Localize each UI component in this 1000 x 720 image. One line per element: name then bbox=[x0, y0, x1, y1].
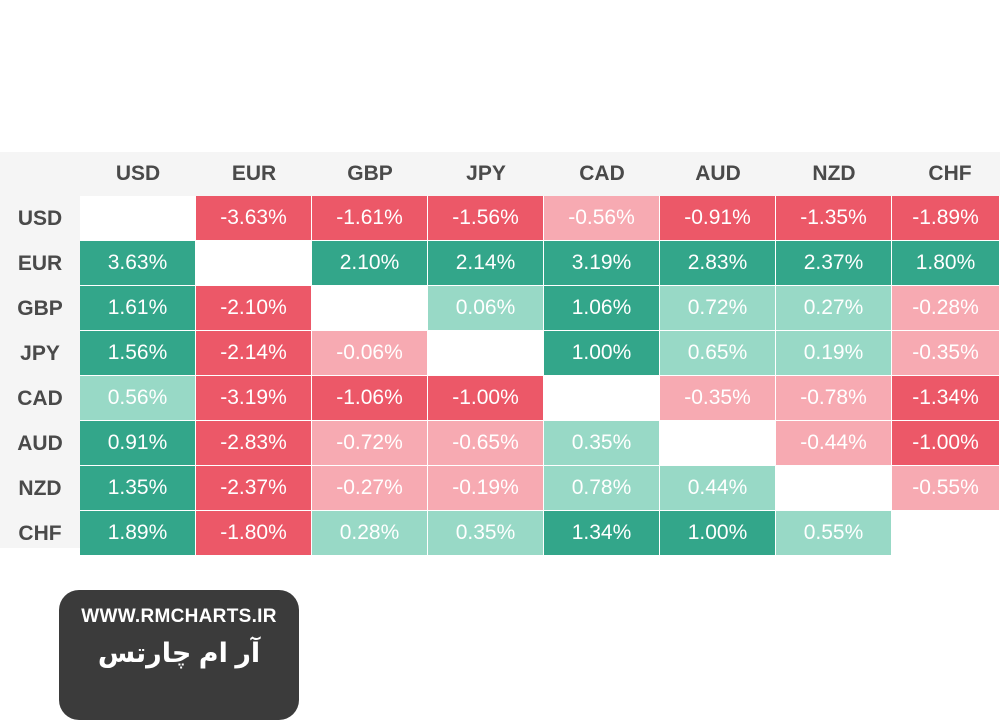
heatmap-cell-nzd-nzd bbox=[776, 466, 892, 511]
heatmap-cell-gbp-usd: 1.61% bbox=[80, 286, 196, 331]
heatmap-cell-nzd-chf: -0.55% bbox=[892, 466, 1000, 511]
heatmap-cell-eur-chf: 1.80% bbox=[892, 241, 1000, 286]
row-header-eur: EUR bbox=[17, 251, 63, 275]
heatmap-cell-eur-eur bbox=[196, 241, 312, 286]
heatmap-cell-cad-cad bbox=[544, 376, 660, 421]
heatmap-cell-jpy-jpy bbox=[428, 331, 544, 376]
heatmap-cell-eur-jpy: 2.14% bbox=[428, 241, 544, 286]
heatmap-cell-gbp-jpy: 0.06% bbox=[428, 286, 544, 331]
heatmap-cell-gbp-gbp bbox=[312, 286, 428, 331]
heatmap-cell-nzd-usd: 1.35% bbox=[80, 466, 196, 511]
brand-url: WWW.RMCHARTS.IR bbox=[81, 606, 277, 627]
column-header-aud: AUD bbox=[695, 162, 741, 185]
heatmap-cell-jpy-usd: 1.56% bbox=[80, 331, 196, 376]
heatmap-cell-usd-chf: -1.89% bbox=[892, 196, 1000, 241]
heatmap-cell-usd-aud: -0.91% bbox=[660, 196, 776, 241]
heatmap-cell-aud-jpy: -0.65% bbox=[428, 421, 544, 466]
row-header-usd: USD bbox=[17, 206, 63, 230]
currency-strength-heatmap: USD EUR GBP JPY CAD AUD NZD CHF USD -3.63% -1.61% -… bbox=[0, 152, 1000, 556]
heatmap-cell-eur-aud: 2.83% bbox=[660, 241, 776, 286]
row-header-gbp: GBP bbox=[17, 296, 63, 320]
heatmap-cell-jpy-eur: -2.14% bbox=[196, 331, 312, 376]
heatmap-cell-cad-usd: 0.56% bbox=[80, 376, 196, 421]
heatmap-cell-usd-nzd: -1.35% bbox=[776, 196, 892, 241]
heatmap-cell-jpy-cad: 1.00% bbox=[544, 331, 660, 376]
heatmap-cell-usd-jpy: -1.56% bbox=[428, 196, 544, 241]
heatmap-cell-eur-nzd: 2.37% bbox=[776, 241, 892, 286]
heatmap-cell-usd-gbp: -1.61% bbox=[312, 196, 428, 241]
heatmap-cell-chf-cad: 1.34% bbox=[544, 511, 660, 556]
row-header-jpy: JPY bbox=[20, 341, 60, 365]
heatmap-cell-chf-chf bbox=[892, 511, 1000, 556]
column-header-nzd: NZD bbox=[812, 162, 856, 185]
heatmap-cell-chf-usd: 1.89% bbox=[80, 511, 196, 556]
heatmap-cell-aud-gbp: -0.72% bbox=[312, 421, 428, 466]
heatmap-cell-chf-aud: 1.00% bbox=[660, 511, 776, 556]
heatmap-cell-cad-jpy: -1.00% bbox=[428, 376, 544, 421]
row-header-aud: AUD bbox=[17, 431, 63, 455]
row-header-nzd: NZD bbox=[18, 476, 62, 500]
heatmap-cell-eur-usd: 3.63% bbox=[80, 241, 196, 286]
brand-persian-name: آر ام چارتس bbox=[97, 638, 261, 668]
heatmap-cell-jpy-gbp: -0.06% bbox=[312, 331, 428, 376]
heatmap-cell-chf-eur: -1.80% bbox=[196, 511, 312, 556]
brand-badge: WWW.RMCHARTS.IR آر ام چارتس bbox=[59, 590, 299, 720]
column-header-cad: CAD bbox=[579, 162, 625, 185]
heatmap-cell-cad-aud: -0.35% bbox=[660, 376, 776, 421]
heatmap-cell-jpy-nzd: 0.19% bbox=[776, 331, 892, 376]
heatmap-cell-nzd-jpy: -0.19% bbox=[428, 466, 544, 511]
heatmap-cell-aud-usd: 0.91% bbox=[80, 421, 196, 466]
heatmap-cell-jpy-chf: -0.35% bbox=[892, 331, 1000, 376]
heatmap-cell-gbp-nzd: 0.27% bbox=[776, 286, 892, 331]
heatmap-cell-gbp-cad: 1.06% bbox=[544, 286, 660, 331]
column-header-gbp: GBP bbox=[347, 162, 393, 185]
column-header-eur: EUR bbox=[231, 162, 277, 185]
heatmap-cell-chf-nzd: 0.55% bbox=[776, 511, 892, 556]
heatmap-cell-cad-gbp: -1.06% bbox=[312, 376, 428, 421]
heatmap-cell-aud-chf: -1.00% bbox=[892, 421, 1000, 466]
heatmap-cell-aud-aud bbox=[660, 421, 776, 466]
heatmap-cell-jpy-aud: 0.65% bbox=[660, 331, 776, 376]
heatmap-cell-chf-gbp: 0.28% bbox=[312, 511, 428, 556]
heatmap-cell-eur-gbp: 2.10% bbox=[312, 241, 428, 286]
row-header-chf: CHF bbox=[18, 521, 62, 545]
row-header-cad: CAD bbox=[17, 386, 63, 410]
heatmap-cell-nzd-aud: 0.44% bbox=[660, 466, 776, 511]
column-header-chf: CHF bbox=[928, 162, 972, 185]
column-header-usd: USD bbox=[115, 162, 161, 185]
heatmap-cell-gbp-aud: 0.72% bbox=[660, 286, 776, 331]
heatmap-cell-gbp-eur: -2.10% bbox=[196, 286, 312, 331]
heatmap-cell-cad-eur: -3.19% bbox=[196, 376, 312, 421]
heatmap-cell-usd-usd bbox=[80, 196, 196, 241]
heatmap-cell-nzd-eur: -2.37% bbox=[196, 466, 312, 511]
heatmap-cell-cad-nzd: -0.78% bbox=[776, 376, 892, 421]
heatmap-cell-chf-jpy: 0.35% bbox=[428, 511, 544, 556]
heatmap-cell-cad-chf: -1.34% bbox=[892, 376, 1000, 421]
heatmap-cell-aud-eur: -2.83% bbox=[196, 421, 312, 466]
heatmap-cell-aud-cad: 0.35% bbox=[544, 421, 660, 466]
heatmap-cell-usd-cad: -0.56% bbox=[544, 196, 660, 241]
heatmap-cell-usd-eur: -3.63% bbox=[196, 196, 312, 241]
heatmap-cell-gbp-chf: -0.28% bbox=[892, 286, 1000, 331]
heatmap-cell-nzd-cad: 0.78% bbox=[544, 466, 660, 511]
heatmap-cell-eur-cad: 3.19% bbox=[544, 241, 660, 286]
heatmap-cell-nzd-gbp: -0.27% bbox=[312, 466, 428, 511]
heatmap-cell-aud-nzd: -0.44% bbox=[776, 421, 892, 466]
column-header-jpy: JPY bbox=[466, 162, 506, 185]
